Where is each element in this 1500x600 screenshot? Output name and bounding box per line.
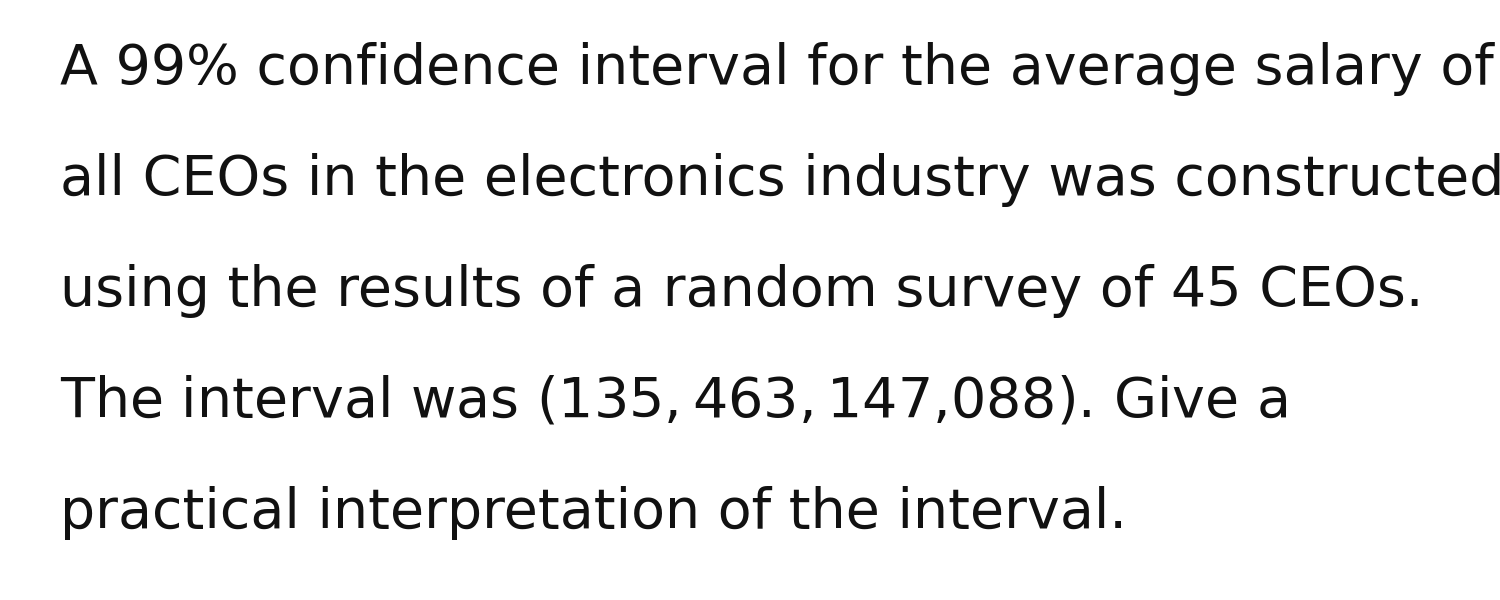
Text: practical interpretation of the interval.: practical interpretation of the interval…	[60, 486, 1126, 540]
Text: The interval was ($135,463, $147,088). Give a: The interval was ($135,463, $147,088). G…	[60, 375, 1287, 429]
Text: all CEOs in the electronics industry was constructed: all CEOs in the electronics industry was…	[60, 153, 1500, 207]
Text: using the results of a random survey of 45 CEOs.: using the results of a random survey of …	[60, 264, 1423, 318]
Text: A 99% confidence interval for the average salary of: A 99% confidence interval for the averag…	[60, 42, 1494, 96]
